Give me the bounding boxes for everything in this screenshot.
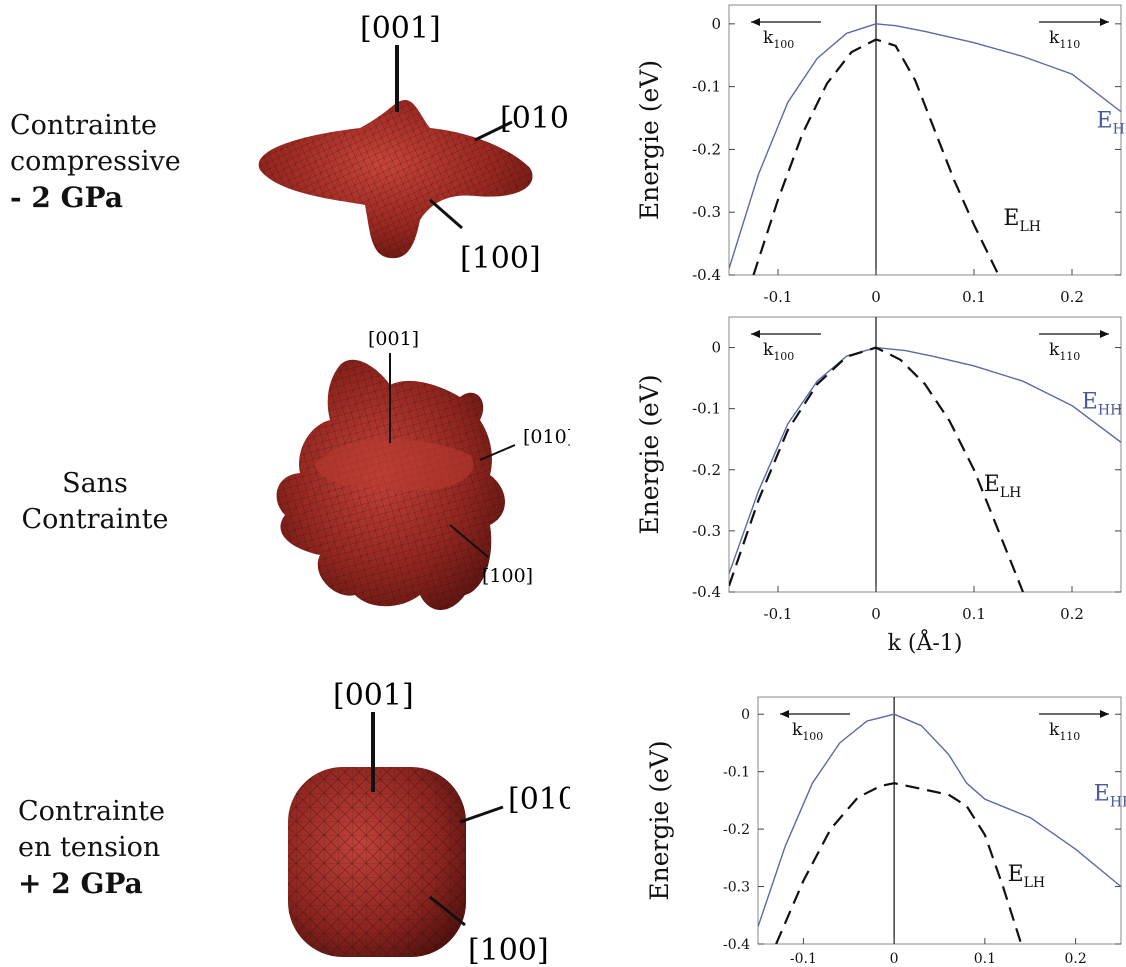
y-tick-label: -0.4 bbox=[692, 583, 721, 601]
label-EHH: EHH bbox=[1094, 781, 1126, 810]
axis-label-001: [001] bbox=[368, 328, 419, 350]
y-tick-label: -0.2 bbox=[723, 822, 750, 838]
axis-label-010: [010] bbox=[508, 782, 570, 817]
y-axis-label: Energie (eV) bbox=[645, 740, 674, 900]
row-label-line: Contrainte bbox=[18, 796, 166, 827]
label-EHH: EHH bbox=[1082, 390, 1122, 419]
plot-frame bbox=[728, 4, 1122, 276]
arrow-left-label: k100 bbox=[792, 720, 823, 743]
label-ELH: ELH bbox=[984, 472, 1022, 501]
x-tick-label: -0.1 bbox=[764, 288, 793, 306]
axis-label-001: [001] bbox=[360, 11, 441, 46]
y-tick-label: -0.1 bbox=[692, 400, 721, 418]
arrow-right-label: k110 bbox=[1049, 720, 1080, 743]
series-ELH bbox=[775, 782, 1023, 944]
axis-label-010: [010] bbox=[500, 101, 570, 136]
x-tick-label: -0.1 bbox=[764, 605, 793, 623]
label-ELH: ELH bbox=[1008, 862, 1046, 891]
x-tick-label: 0 bbox=[871, 605, 881, 623]
row-label-line: Contrainte bbox=[10, 110, 158, 141]
row-label-line: Contrainte bbox=[21, 504, 169, 535]
y-tick-label: 0 bbox=[711, 15, 721, 33]
axis-010 bbox=[474, 120, 513, 142]
row-label-line-strain: - 2 GPa bbox=[10, 181, 123, 214]
series-EHH bbox=[758, 713, 1121, 928]
energy-surface-compressive: [001] [010] [100] bbox=[258, 11, 570, 276]
y-tick-label: 0 bbox=[741, 707, 750, 723]
arrow-right-head bbox=[1100, 330, 1109, 338]
row-label-unstrained: Sans Contrainte bbox=[10, 466, 180, 538]
axis-label-100: [100] bbox=[460, 241, 541, 276]
arrow-left-label: k100 bbox=[763, 340, 794, 363]
energy-surface-tension: [001] [010] [100] bbox=[288, 678, 570, 967]
energy-surface-unstrained: [001] [010] [100] bbox=[276, 328, 570, 610]
arrow-left-label: k100 bbox=[763, 28, 794, 51]
label-ELH: ELH bbox=[1003, 206, 1041, 235]
band-chart-unstrained: 0 -0.1 -0.2 -0.3 -0.4 -0.1 0 0.1 0.2 Energie (eV)… bbox=[635, 316, 1122, 654]
y-tick-label: -0.1 bbox=[723, 765, 750, 781]
series-ELH bbox=[729, 346, 1025, 592]
y-tick-label: -0.1 bbox=[692, 78, 721, 96]
arrow-left-head bbox=[751, 18, 760, 26]
axis-label-100: [100] bbox=[468, 933, 549, 967]
axis-100 bbox=[429, 198, 463, 230]
row-label-line: compressive bbox=[10, 146, 181, 177]
row-label-line: Sans bbox=[62, 468, 128, 499]
arrow-left-head bbox=[780, 710, 789, 718]
x-tick-label: 0.2 bbox=[1060, 288, 1084, 306]
x-tick-label: 0.2 bbox=[1060, 605, 1084, 623]
x-tick-label: 0 bbox=[871, 288, 881, 306]
arrow-left-head bbox=[751, 330, 760, 338]
row-label-line: en tension bbox=[18, 832, 161, 863]
row-label-tension: Contrainte en tension + 2 GPa bbox=[18, 794, 165, 902]
row-label-compressive: Contrainte compressive - 2 GPa bbox=[10, 108, 181, 216]
axis-100 bbox=[449, 524, 489, 558]
axis-010 bbox=[479, 444, 516, 461]
y-tick-label: -0.2 bbox=[692, 140, 721, 158]
arrow-right-head bbox=[1100, 710, 1109, 718]
x-tick-label: 0.1 bbox=[962, 605, 986, 623]
x-tick-label: 0.1 bbox=[974, 951, 996, 967]
y-tick-label: -0.2 bbox=[692, 461, 721, 479]
y-axis-label: Energie (eV) bbox=[635, 60, 664, 220]
band-chart-tension: 0 -0.1 -0.2 -0.3 -0.4 -0.1 0 0.1 0.2 Energie (eV)… bbox=[645, 696, 1126, 967]
series-EHH bbox=[729, 346, 1121, 574]
x-axis-label: k (Å-1) bbox=[888, 628, 963, 654]
series-ELH bbox=[752, 38, 1000, 275]
arrow-right-head bbox=[1100, 18, 1109, 26]
y-tick-label: 0 bbox=[711, 339, 721, 357]
axis-100 bbox=[429, 895, 466, 927]
y-tick-label: -0.4 bbox=[723, 937, 750, 953]
band-chart-compressive: 0 -0.1 -0.2 -0.3 -0.4 -0.1 0 0.1 0.2 Energie (eV)… bbox=[635, 4, 1126, 306]
y-tick-label: -0.3 bbox=[692, 522, 721, 540]
y-tick-label: -0.4 bbox=[692, 266, 721, 284]
y-tick-label: -0.3 bbox=[723, 880, 750, 896]
plot-frame bbox=[757, 696, 1122, 945]
row-label-line-strain: + 2 GPa bbox=[18, 867, 143, 900]
axis-010 bbox=[459, 805, 504, 824]
x-tick-label: 0.1 bbox=[962, 288, 986, 306]
label-EHH: EHH bbox=[1097, 108, 1126, 137]
x-tick-label: 0.2 bbox=[1064, 951, 1086, 967]
series-EHH bbox=[729, 23, 1121, 269]
y-tick-label: -0.3 bbox=[692, 203, 721, 221]
x-tick-label: -0.1 bbox=[790, 951, 817, 967]
axis-label-010: [010] bbox=[523, 426, 570, 448]
axis-label-100: [100] bbox=[482, 565, 533, 587]
x-tick-label: 0 bbox=[890, 951, 899, 967]
arrow-right-label: k110 bbox=[1049, 28, 1080, 51]
axis-label-001: [001] bbox=[333, 678, 414, 713]
plot-frame bbox=[728, 316, 1122, 593]
arrow-right-label: k110 bbox=[1049, 340, 1080, 363]
y-axis-label: Energie (eV) bbox=[635, 374, 664, 534]
